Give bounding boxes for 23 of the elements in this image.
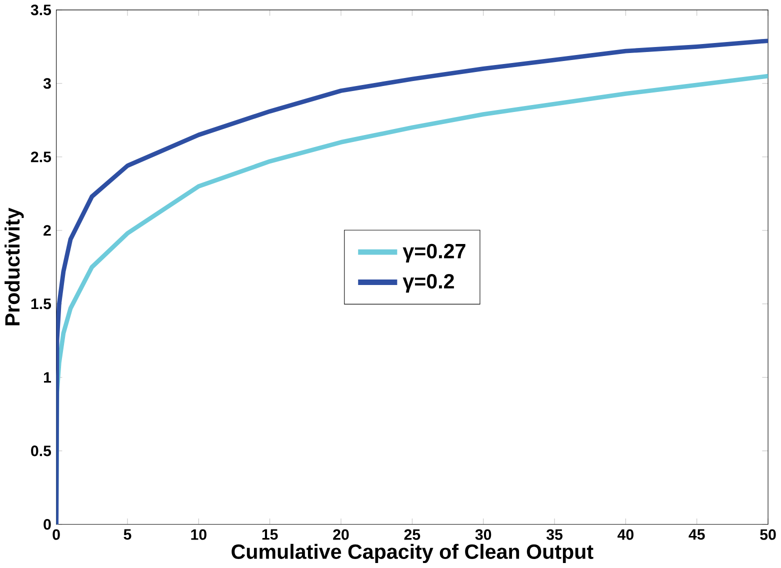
legend-label: γ=0.2 bbox=[402, 274, 454, 293]
y-tick-label: 1.5 bbox=[31, 298, 52, 310]
y-tick-label: 1 bbox=[44, 372, 52, 383]
x-tick-label: 15 bbox=[262, 529, 278, 540]
y-tick-label: 2.5 bbox=[30, 152, 52, 162]
x-tick-label: 10 bbox=[191, 529, 206, 540]
x-tick-label: 50 bbox=[760, 529, 776, 540]
y-tick-label: 3 bbox=[43, 78, 51, 89]
y-tick-label: 3.5 bbox=[30, 4, 52, 16]
x-tick-label: 25 bbox=[404, 529, 420, 540]
y-tick-label: 0.5 bbox=[31, 446, 52, 456]
x-tick-label: 40 bbox=[618, 529, 634, 540]
x-tick-label: 5 bbox=[124, 529, 132, 540]
x-tick-label: 20 bbox=[333, 529, 349, 540]
x-tick-label: 35 bbox=[546, 529, 562, 540]
legend-label: γ=0.27 bbox=[402, 244, 466, 263]
x-tick-label: 30 bbox=[475, 529, 492, 540]
x-tick-label: 45 bbox=[688, 529, 705, 540]
y-tick-label: 0 bbox=[44, 519, 51, 530]
y-tick-label: 2 bbox=[44, 225, 51, 236]
x-tick-label: 0 bbox=[52, 529, 60, 540]
y-axis-title: Productivity bbox=[4, 208, 24, 326]
x-axis-title: Cumulative Capacity of Clean Output bbox=[232, 544, 594, 564]
